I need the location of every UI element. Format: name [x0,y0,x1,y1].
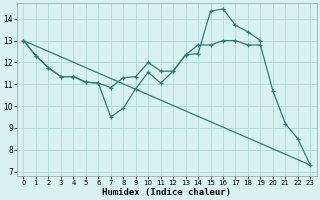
X-axis label: Humidex (Indice chaleur): Humidex (Indice chaleur) [102,188,231,197]
